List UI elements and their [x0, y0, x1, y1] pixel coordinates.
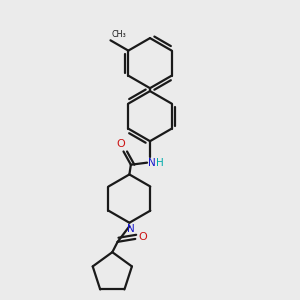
Text: O: O	[139, 232, 148, 242]
Text: O: O	[117, 139, 125, 148]
Text: H: H	[155, 158, 163, 168]
Text: N: N	[127, 224, 135, 234]
Text: CH₃: CH₃	[112, 30, 127, 39]
Text: N: N	[148, 158, 155, 168]
